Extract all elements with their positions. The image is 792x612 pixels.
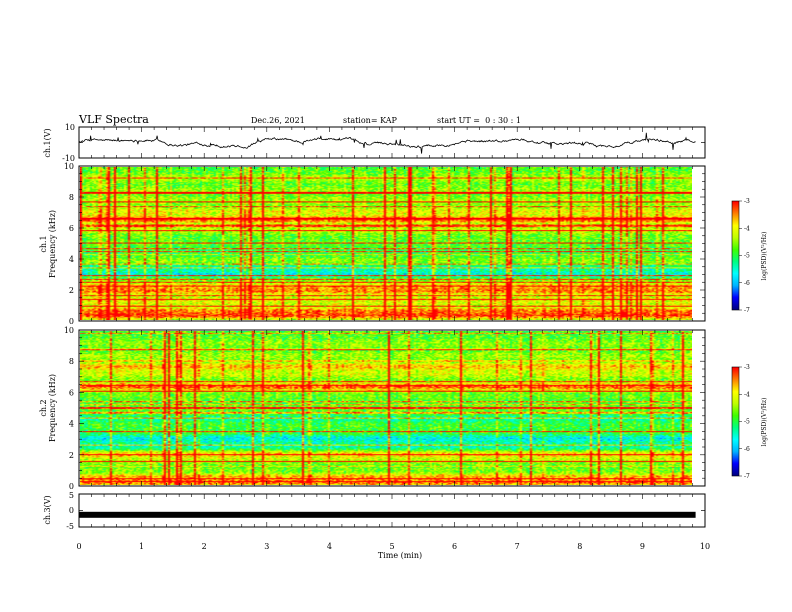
ch1-spectrogram-ticks: [78, 165, 706, 322]
colorbar-ticklabel: -3: [744, 364, 750, 371]
colorbar-ch1-label: log(PSD)(V²/Hz): [761, 232, 768, 281]
time-ticklabel: 0: [76, 542, 81, 551]
colorbar-ch2: -3 -4 -5 -6 -7 log(PSD)(V²/Hz): [731, 364, 768, 480]
freq-ticklabel: 6: [69, 224, 74, 233]
time-ticklabel: 3: [264, 542, 269, 551]
ch3-panel: 5 0 -5 ch.3(V): [43, 491, 706, 531]
colorbar-ticklabel: -4: [744, 225, 750, 232]
ch3-signal-bar: [79, 511, 696, 518]
colorbar-ch2-gradient: [732, 367, 739, 476]
colorbar-ch1-gradient: [732, 201, 739, 310]
time-ticklabel: 1: [139, 542, 144, 551]
freq-ticklabel: 8: [69, 357, 74, 366]
ch1-spectrogram-ylabels: 0 2 4 6 8 10: [64, 162, 74, 326]
colorbar-ch2-ticks: -3 -4 -5 -6 -7: [739, 364, 750, 480]
time-axis-ticklabels: 0 1 2 3 4 5 6 7 8 9 10: [76, 542, 710, 551]
colorbar-ticklabel: -7: [744, 307, 750, 314]
colorbar-ticklabel: -7: [744, 473, 750, 480]
freq-ticklabel: 6: [69, 388, 74, 397]
ch1-waveform-frame: [78, 126, 706, 159]
colorbar-ticklabel: -6: [744, 280, 750, 287]
freq-ticklabel: 10: [64, 162, 74, 171]
colorbar-ticklabel: -5: [744, 253, 750, 260]
time-ticklabel: 9: [640, 542, 645, 551]
station-label: station= KAP: [343, 116, 398, 125]
ch1-spectrogram-panel: 0 2 4 6 8 10 ch.1 Frequency (kHz): [39, 162, 706, 326]
ch3-ytick-mid: 0: [69, 506, 74, 515]
ch3-ytick-top: 5: [69, 491, 74, 500]
freq-ticklabel: 2: [69, 451, 74, 460]
time-ticklabel: 8: [577, 542, 582, 551]
time-ticklabel: 4: [327, 542, 332, 551]
ch1-waveform-trace: [78, 132, 696, 154]
freq-ticklabel: 0: [69, 317, 74, 326]
figure-title: VLF Spectra: [78, 113, 149, 126]
freq-ticklabel: 0: [69, 482, 74, 491]
ch2-spectrogram-image: [80, 331, 692, 485]
ch2-spectrogram-ylabels: 0 2 4 6 8 10: [64, 326, 74, 491]
ch3-frame: [78, 493, 706, 528]
ch1-waveform-ylabel: ch.1(V): [43, 128, 52, 157]
ch2-spectrogram-ticks: [78, 329, 706, 487]
time-axis-label: Time (min): [378, 551, 422, 560]
time-ticklabel: 6: [452, 542, 457, 551]
colorbar-ch1: -3 -4 -5 -6 -7 log(PSD)(V²/Hz): [731, 198, 768, 314]
colorbar-ch2-label: log(PSD)(V²/Hz): [761, 398, 768, 447]
freq-ticklabel: 8: [69, 193, 74, 202]
colorbar-ticklabel: -3: [744, 198, 750, 205]
freq-ticklabel: 4: [69, 255, 74, 264]
time-ticklabel: 7: [515, 542, 520, 551]
ch2-spectrogram-ylabel-frequency: Frequency (kHz): [48, 374, 57, 442]
colorbar-ticklabel: -5: [744, 419, 750, 426]
start-time-label: start UT = 0 : 30 : 1: [437, 116, 521, 125]
ch2-spectrogram-ylabel-channel: ch.2: [39, 399, 48, 416]
colorbar-ch1-ticks: -3 -4 -5 -6 -7: [739, 198, 750, 314]
ch1-ytick-top: 10: [65, 123, 75, 132]
ch1-spectrogram-image: [80, 167, 692, 320]
ch3-ytick-bottom: -5: [66, 522, 74, 531]
colorbar-ticklabel: -4: [744, 391, 750, 398]
ch1-waveform-ticks: [78, 126, 706, 159]
ch1-spectrogram-ylabel-channel: ch.1: [39, 235, 48, 252]
ch1-ytick-bottom: -10: [62, 154, 75, 163]
ch2-spectrogram-panel: 0 2 4 6 8 10 ch.2 Frequency (kHz): [39, 326, 706, 491]
date-label: Dec.26, 2021: [251, 116, 305, 125]
freq-ticklabel: 2: [69, 286, 74, 295]
freq-ticklabel: 10: [64, 326, 74, 335]
time-ticklabel: 5: [389, 542, 394, 551]
ch1-waveform-panel: 10 -10 ch.1(V): [43, 123, 706, 163]
time-ticklabel: 2: [202, 542, 207, 551]
freq-ticklabel: 4: [69, 420, 74, 429]
colorbar-ticklabel: -6: [744, 446, 750, 453]
ch3-ylabel: ch.3(V): [43, 495, 52, 524]
ch1-spectrogram-ylabel-frequency: Frequency (kHz): [48, 210, 57, 278]
ch3-ticks: [78, 493, 706, 528]
time-ticklabel: 10: [700, 542, 710, 551]
